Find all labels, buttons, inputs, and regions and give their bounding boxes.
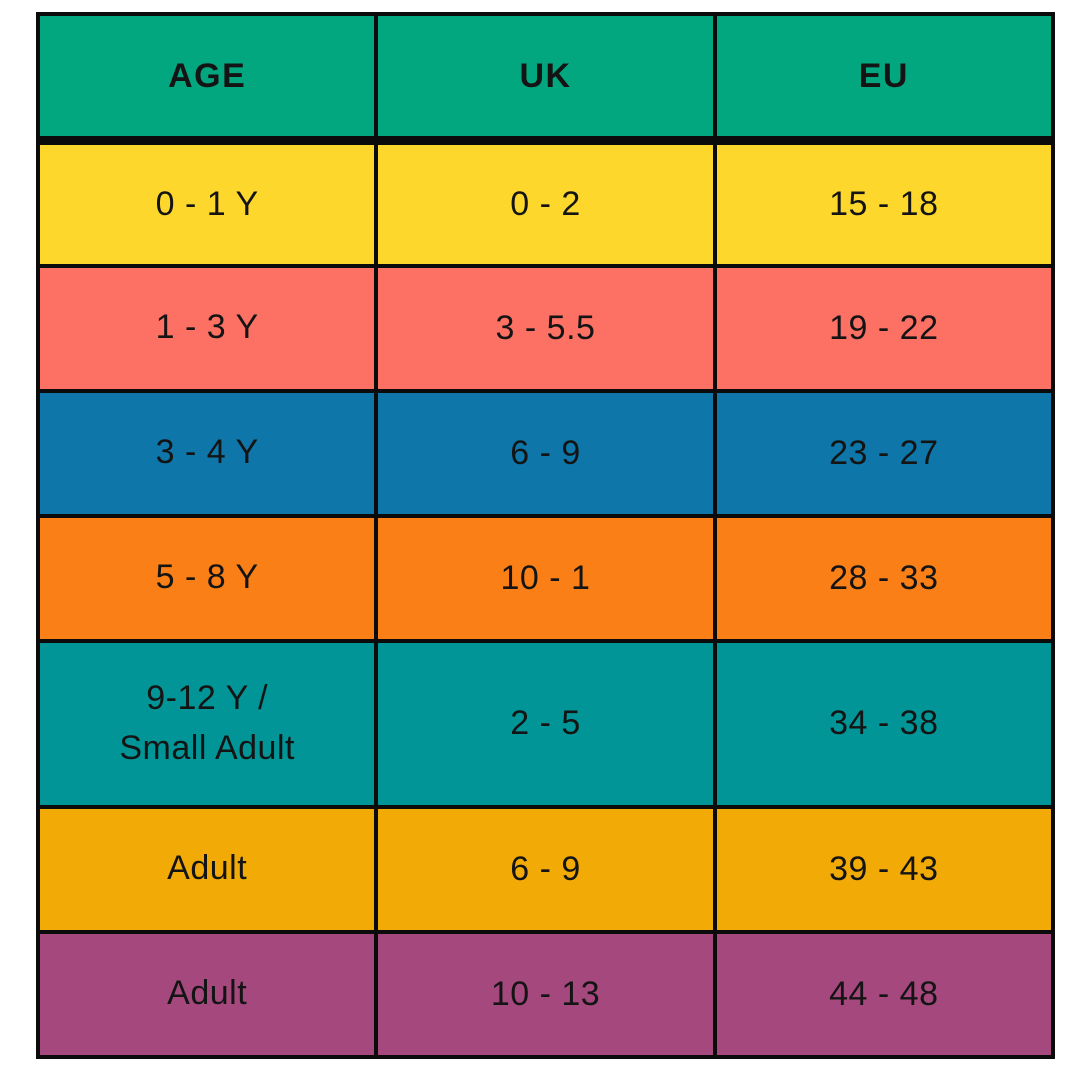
table-row: 1 - 3 Y 3 - 5.5 19 - 22 [35, 263, 1056, 393]
age-cell: Adult [35, 804, 379, 934]
age-cell: 3 - 4 Y [35, 388, 379, 518]
age-cell: 0 - 1 Y [35, 138, 379, 268]
uk-size-cell: 2 - 5 [374, 638, 717, 809]
table-row: 5 - 8 Y 10 - 1 28 - 33 [35, 513, 1056, 643]
table-row: 9-12 Y / Small Adult 2 - 5 34 - 38 [35, 638, 1056, 809]
header-cell-age: AGE [35, 12, 379, 145]
eu-size-cell: 34 - 38 [712, 638, 1056, 809]
age-cell: 9-12 Y / Small Adult [35, 638, 379, 809]
eu-size-cell: 23 - 27 [712, 388, 1056, 518]
age-cell: Adult [35, 929, 379, 1059]
table-row: 3 - 4 Y 6 - 9 23 - 27 [35, 388, 1056, 518]
age-cell: 5 - 8 Y [35, 513, 379, 643]
eu-size-cell: 19 - 22 [712, 263, 1056, 393]
header-cell-uk: UK [374, 12, 717, 145]
uk-size-cell: 6 - 9 [374, 388, 717, 518]
table-row: Adult 10 - 13 44 - 48 [35, 929, 1056, 1059]
header-row: AGE UK EU [35, 12, 1056, 145]
age-cell: 1 - 3 Y [35, 263, 379, 393]
uk-size-cell: 3 - 5.5 [374, 263, 717, 393]
size-chart-header: AGE UK EU [35, 12, 1056, 145]
eu-size-cell: 44 - 48 [712, 929, 1056, 1059]
header-cell-eu: EU [712, 12, 1056, 145]
uk-size-cell: 10 - 13 [374, 929, 717, 1059]
uk-size-cell: 0 - 2 [374, 138, 717, 268]
uk-size-cell: 6 - 9 [374, 804, 717, 934]
size-chart-body: 0 - 1 Y 0 - 2 15 - 18 1 - 3 Y 3 - 5.5 19… [35, 138, 1056, 1059]
size-chart-table: AGE UK EU 0 - 1 Y 0 - 2 15 - 18 1 - 3 Y … [35, 12, 1056, 1059]
eu-size-cell: 15 - 18 [712, 138, 1056, 268]
eu-size-cell: 28 - 33 [712, 513, 1056, 643]
uk-size-cell: 10 - 1 [374, 513, 717, 643]
table-row: 0 - 1 Y 0 - 2 15 - 18 [35, 138, 1056, 268]
eu-size-cell: 39 - 43 [712, 804, 1056, 934]
table-row: Adult 6 - 9 39 - 43 [35, 804, 1056, 934]
